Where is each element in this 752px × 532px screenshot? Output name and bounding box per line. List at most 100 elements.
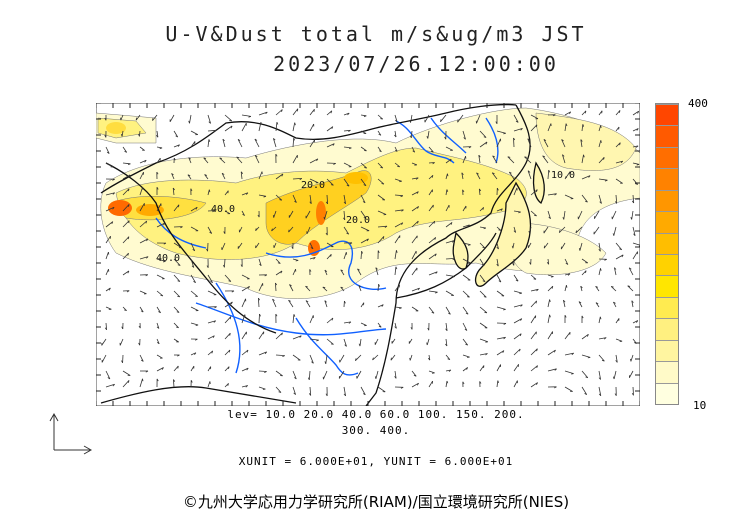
wind-arrow-head <box>585 270 587 274</box>
wind-arrow <box>207 274 213 283</box>
legend-swatch <box>656 382 678 404</box>
wind-arrow <box>340 286 345 292</box>
wind-arrow-head <box>569 111 572 115</box>
wind-arrow-head <box>214 306 217 309</box>
wind-arrow <box>615 338 623 342</box>
wind-arrow-head <box>584 110 587 114</box>
wind-arrow <box>512 242 515 249</box>
wind-arrow <box>323 370 328 380</box>
wind-arrow-head <box>619 248 622 251</box>
wind-arrow <box>390 354 396 361</box>
wind-arrow-head <box>192 248 195 252</box>
wind-arrow <box>275 258 281 264</box>
wind-arrow-head <box>208 121 211 124</box>
wind-arrow-head <box>620 160 624 164</box>
wind-arrow <box>513 226 517 233</box>
wind-arrow-head <box>430 150 434 153</box>
wind-arrow-head <box>565 262 569 265</box>
wind-arrow-head <box>600 140 602 143</box>
wind-arrow <box>356 370 362 379</box>
wind-arrow-head <box>553 349 556 353</box>
wind-arrow-head <box>206 265 209 268</box>
wind-arrow <box>325 354 328 364</box>
wind-arrow-head <box>518 211 521 214</box>
wind-arrow <box>445 189 448 196</box>
wind-arrow <box>479 353 488 356</box>
wind-arrow <box>615 254 624 260</box>
wind-arrow <box>427 130 430 139</box>
wind-arrow-head <box>412 150 415 153</box>
wind-arrow-head <box>578 248 581 251</box>
wind-arrow <box>496 138 501 148</box>
wind-arrow <box>240 171 243 180</box>
wind-arrow <box>203 157 209 164</box>
wind-arrow-head <box>372 357 374 361</box>
wind-arrow-head <box>612 233 615 236</box>
wind-arrow-head <box>127 163 131 166</box>
wind-arrow <box>343 338 347 347</box>
wind-arrow-head <box>230 301 233 305</box>
wind-arrow <box>594 210 600 219</box>
wind-arrow <box>377 194 386 201</box>
wind-arrow <box>258 111 268 116</box>
wind-arrow <box>139 130 141 137</box>
wind-arrow <box>632 242 640 246</box>
wind-arrow <box>239 226 243 233</box>
wind-arrow-head <box>293 137 296 141</box>
wind-arrow <box>580 285 583 292</box>
wind-arrow-head <box>563 299 566 303</box>
wind-arrow-head <box>128 204 130 207</box>
wind-arrow <box>394 222 403 228</box>
wind-arrow-head <box>637 111 640 114</box>
wind-arrow <box>207 350 213 356</box>
wind-arrow <box>326 254 332 260</box>
wind-arrow-head <box>416 191 419 194</box>
wind-arrow <box>559 226 566 233</box>
wind-arrow <box>322 286 328 292</box>
wind-arrow <box>156 290 164 297</box>
wind-arrow-head <box>380 118 383 120</box>
wind-arrow <box>564 123 567 132</box>
wind-arrow <box>309 178 319 184</box>
wind-arrow-head <box>344 300 346 304</box>
wind-arrow-head <box>399 307 402 310</box>
wind-arrow <box>190 242 196 251</box>
wind-arrow <box>324 269 328 276</box>
wind-arrow <box>207 129 217 132</box>
wind-arrow <box>632 110 639 116</box>
wind-arrow <box>479 258 485 266</box>
wind-arrow-head <box>237 138 241 142</box>
wind-arrow <box>391 338 396 344</box>
color-legend-bar <box>655 103 679 405</box>
wind-arrow <box>360 302 365 308</box>
contour-label: 10.0 <box>551 170 575 181</box>
wind-arrow <box>292 268 296 276</box>
wind-arrow-head <box>210 281 213 284</box>
legend-swatch <box>656 296 678 319</box>
wind-arrow <box>615 318 620 324</box>
wind-arrow <box>139 378 143 388</box>
wind-arrow <box>411 206 419 212</box>
wind-arrow <box>377 236 385 244</box>
wind-arrow-head <box>127 270 130 274</box>
wind-arrow-head <box>104 117 107 121</box>
wind-arrow <box>292 354 301 361</box>
wind-arrow <box>408 338 413 344</box>
wind-arrow-head <box>534 215 537 217</box>
wind-arrow <box>190 306 199 311</box>
wind-arrow <box>411 287 420 292</box>
wind-arrow <box>411 250 417 260</box>
wind-arrow <box>377 225 388 228</box>
wind-arrow-head <box>177 144 180 147</box>
wind-arrow <box>598 268 601 276</box>
wind-arrow-head <box>400 386 404 389</box>
wind-arrow-head <box>112 192 115 195</box>
unit-scale-text: XUNIT = 6.000E+01, YUNIT = 6.000E+01 <box>238 455 514 468</box>
wind-arrow-head <box>279 199 282 201</box>
wind-arrow <box>326 178 334 186</box>
wind-arrow <box>445 146 453 151</box>
wind-arrow <box>156 306 161 314</box>
wind-arrow-head <box>355 358 357 361</box>
wind-arrow <box>122 162 131 165</box>
wind-arrow-head <box>446 189 449 192</box>
